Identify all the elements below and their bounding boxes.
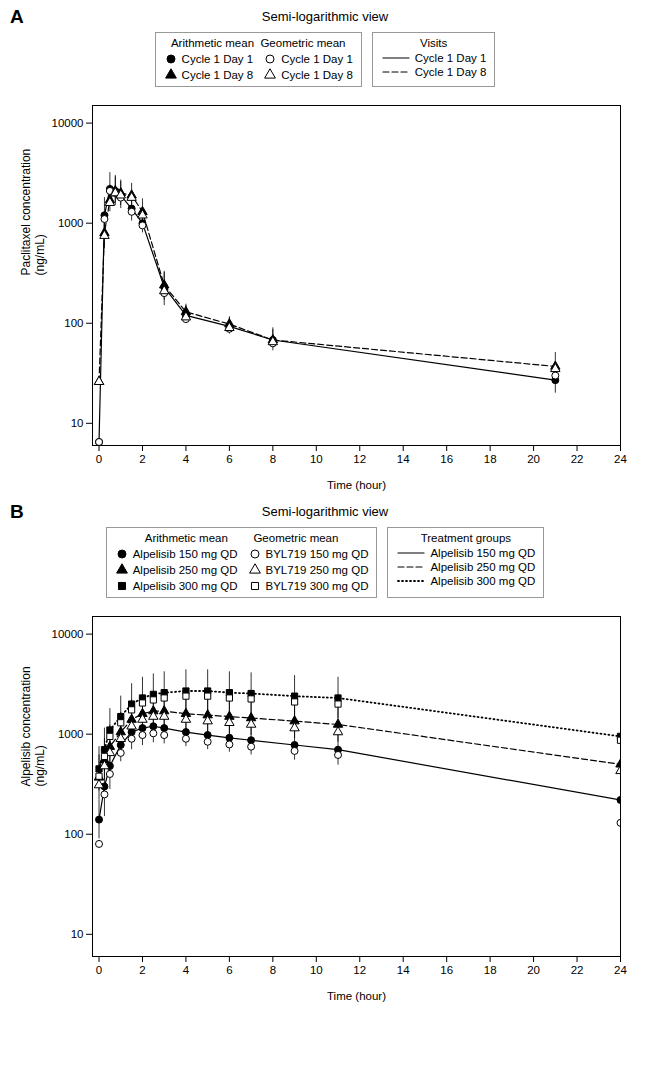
svg-text:10: 10 [310,964,323,976]
svg-text:20: 20 [527,453,540,465]
svg-text:4: 4 [183,453,190,465]
svg-text:10: 10 [71,928,84,940]
svg-text:10000: 10000 [52,117,84,129]
svg-text:24: 24 [614,453,627,465]
svg-text:16: 16 [440,964,453,976]
svg-text:18: 18 [484,453,497,465]
html-text:BYL719 250 mg QD: BYL719 250 mg QD [265,564,369,576]
svg-text:16: 16 [440,453,453,465]
html-text:Alpelisib 300 mg QD: Alpelisib 300 mg QD [430,575,536,587]
svg-text:18: 18 [484,964,497,976]
svg-text:8: 8 [270,964,276,976]
svg-text:20: 20 [527,964,540,976]
html-text:Cycle 1 Day 8: Cycle 1 Day 8 [281,69,353,81]
html-text:BYL719 150 mg QD: BYL719 150 mg QD [265,548,369,560]
svg-text:Time (hour): Time (hour) [327,990,386,1002]
svg-text:Time (hour): Time (hour) [327,479,386,491]
svg-text:10000: 10000 [52,628,84,640]
svg-text:2: 2 [139,453,145,465]
html-text:Semi-logarithmic view: Semi-logarithmic view [261,9,389,24]
html-text:Arithmetic mean Geometric mean: Arithmetic mean Geometric mean [171,37,346,49]
svg-text:Alpelisib concentration(ng/mL): Alpelisib concentration(ng/mL) [19,666,47,786]
svg-text:8: 8 [270,453,276,465]
svg-text:10: 10 [310,453,323,465]
svg-text:0: 0 [96,964,102,976]
svg-text:6: 6 [226,453,232,465]
svg-text:100: 100 [64,317,83,329]
html-text:B: B [10,501,24,522]
html-text:Cycle 1 Day 1: Cycle 1 Day 1 [281,53,353,65]
html-text:Alpelisib 150 mg QD: Alpelisib 150 mg QD [430,547,536,559]
svg-text:14: 14 [397,964,410,976]
svg-text:22: 22 [571,964,584,976]
html-text:Alpelisib 300 mg QD: Alpelisib 300 mg QD [132,580,238,592]
svg-text:Paclitaxel concentration(ng/mL: Paclitaxel concentration(ng/mL) [19,149,47,276]
html-text:Cycle 1 Day 1: Cycle 1 Day 1 [414,52,487,64]
svg-text:10: 10 [71,417,84,429]
html-text:Alpelisib 250 mg QD: Alpelisib 250 mg QD [132,564,238,576]
html-text:Cycle 1 Day 1: Cycle 1 Day 1 [181,53,254,65]
svg-text:0: 0 [96,453,102,465]
html-text:Cycle 1 Day 8: Cycle 1 Day 8 [181,69,254,81]
svg-text:14: 14 [397,453,410,465]
html-text:Alpelisib 250 mg QD: Alpelisib 250 mg QD [430,561,536,573]
svg-text:24: 24 [614,964,627,976]
svg-text:6: 6 [226,964,232,976]
html-text:Treatment groups: Treatment groups [420,532,511,544]
svg-text:2: 2 [139,964,145,976]
html-text:A: A [10,6,24,27]
svg-text:4: 4 [183,964,190,976]
svg-text:22: 22 [571,453,584,465]
svg-text:1000: 1000 [58,217,84,229]
svg-text:100: 100 [64,828,83,840]
html-text:Arithmetic mean Geometric mean: Arithmetic mean Geometric mean [144,532,339,544]
svg-text:1000: 1000 [58,728,84,740]
html-text:Visits: Visits [420,37,448,49]
html-text:Alpelisib 150 mg QD: Alpelisib 150 mg QD [132,548,238,560]
html-text:BYL719 300 mg QD: BYL719 300 mg QD [265,580,369,592]
html-text:Semi-logarithmic view: Semi-logarithmic view [261,504,389,519]
svg-text:12: 12 [353,964,366,976]
html-text:Cycle 1 Day 8: Cycle 1 Day 8 [414,66,487,78]
svg-text:12: 12 [353,453,366,465]
